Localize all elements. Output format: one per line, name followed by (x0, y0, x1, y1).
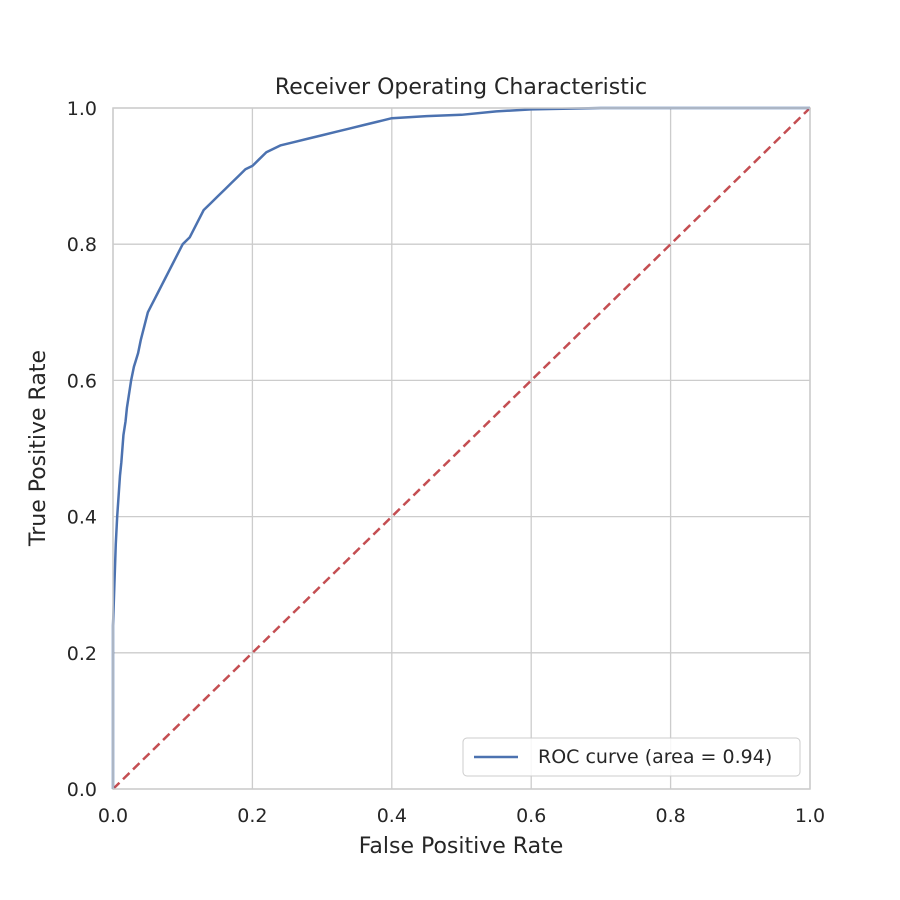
x-tick-label: 0.0 (98, 805, 128, 827)
plot-frame (112, 107, 811, 790)
y-tick-label: 0.6 (67, 370, 97, 392)
series-layer (111, 106, 811, 790)
y-tick-labels: 0.0 0.2 0.4 0.6 0.8 1.0 (67, 98, 97, 801)
x-axis-label: False Positive Rate (359, 834, 563, 859)
x-tick-label: 1.0 (795, 805, 825, 827)
roc-curve-line (111, 106, 810, 789)
y-tick-label: 0.0 (67, 779, 97, 801)
legend-label-roc: ROC curve (area = 0.94) (538, 746, 772, 768)
x-tick-label: 0.2 (237, 805, 267, 827)
x-tick-label: 0.8 (655, 805, 685, 827)
y-tick-label: 0.8 (67, 234, 97, 256)
legend-box (462, 737, 801, 777)
y-tick-label: 1.0 (67, 98, 97, 120)
y-tick-label: 0.4 (67, 507, 97, 529)
y-axis-label: True Positive Rate (26, 350, 51, 547)
chance-diagonal-line (112, 107, 811, 790)
legend: ROC curve (area = 0.94) (462, 737, 801, 777)
x-tick-labels: 0.0 0.2 0.4 0.6 0.8 1.0 (98, 805, 825, 827)
x-tick-label: 0.6 (516, 805, 546, 827)
y-tick-label: 0.2 (67, 643, 97, 665)
x-tick-label: 0.4 (377, 805, 407, 827)
chart-title: Receiver Operating Characteristic (275, 75, 647, 100)
